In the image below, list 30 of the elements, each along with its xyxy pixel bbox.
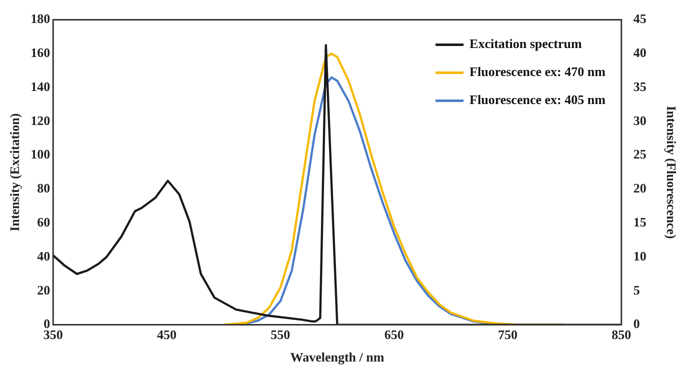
y-tick-label: 160 [30,45,50,60]
y2-tick-label: 15 [633,214,647,230]
y2-tick-label: 10 [633,248,646,264]
y2-tick-label: 45 [633,11,647,26]
y2-tick-label: 40 [633,45,646,60]
y-tick-label: 40 [37,248,50,264]
x-tick-label: 650 [384,326,404,342]
y2-tick-label: 20 [633,180,646,196]
x-tick-label: 750 [498,326,518,342]
y2-tick-label: 5 [633,282,640,298]
x-tick-label: 450 [157,326,177,342]
y-tick-label: 140 [30,78,50,94]
y-tick-label: 100 [30,146,50,162]
y2-tick-label: 30 [633,112,646,128]
y-tick-label: 180 [30,11,50,26]
y2-axis-title: Intensity (Fluorescence) [664,106,679,239]
legend-label: Fluorescence ex: 405 nm [470,92,606,108]
legend-label: Excitation spectrum [470,36,582,52]
y-axis-title: Intensity (Excitation) [7,113,22,232]
y2-tick-label: 35 [633,78,647,94]
x-axis-title: Wavelength / nm [290,350,384,365]
legend-label: Fluorescence ex: 470 nm [470,64,606,80]
y-tick-label: 80 [37,180,50,196]
y-tick-label: 120 [30,112,50,128]
x-tick-label: 550 [270,326,290,342]
y-tick-label: 20 [37,282,50,298]
y2-tick-label: 0 [633,316,640,332]
x-tick-label: 850 [612,326,632,342]
y2-tick-label: 25 [633,146,647,162]
y-tick-label: 60 [37,214,50,230]
